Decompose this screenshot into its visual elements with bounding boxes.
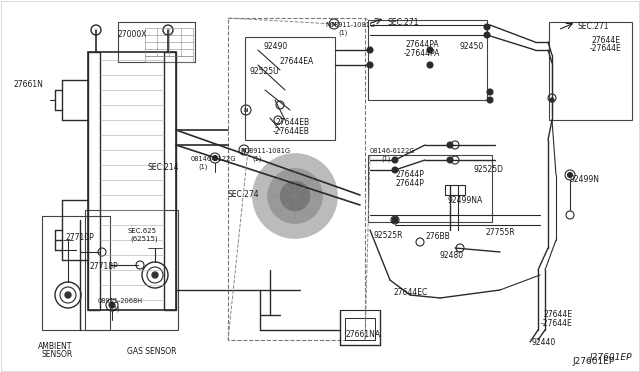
Circle shape bbox=[427, 62, 433, 68]
Text: 92499NA: 92499NA bbox=[447, 196, 483, 205]
Text: 27644EA: 27644EA bbox=[279, 57, 313, 66]
Circle shape bbox=[212, 155, 218, 160]
Text: 92480: 92480 bbox=[440, 251, 464, 260]
Circle shape bbox=[392, 157, 398, 163]
Text: -27644E: -27644E bbox=[541, 319, 573, 328]
Bar bbox=[88, 52, 176, 310]
Circle shape bbox=[152, 272, 158, 278]
Text: (1): (1) bbox=[198, 163, 207, 170]
Text: 276BB: 276BB bbox=[425, 232, 450, 241]
Bar bbox=[245, 37, 335, 140]
Circle shape bbox=[367, 62, 373, 68]
Text: 27644E: 27644E bbox=[592, 36, 621, 45]
Circle shape bbox=[484, 32, 490, 38]
Text: 27644PA: 27644PA bbox=[406, 40, 440, 49]
Text: N08911-1081G: N08911-1081G bbox=[240, 148, 290, 154]
Text: SEC.271: SEC.271 bbox=[578, 22, 609, 31]
Bar bbox=[549, 22, 632, 120]
Bar bbox=[445, 185, 465, 195]
Circle shape bbox=[568, 173, 573, 177]
Circle shape bbox=[550, 98, 554, 102]
Text: (2): (2) bbox=[110, 305, 120, 311]
Text: 27661N: 27661N bbox=[14, 80, 44, 89]
Circle shape bbox=[280, 181, 310, 211]
Text: 27644P: 27644P bbox=[396, 179, 425, 188]
Text: (1): (1) bbox=[381, 155, 390, 161]
Bar bbox=[118, 22, 195, 62]
Bar bbox=[88, 52, 100, 310]
Text: 92450: 92450 bbox=[460, 42, 484, 51]
Text: AMBIENT: AMBIENT bbox=[38, 342, 72, 351]
Circle shape bbox=[487, 97, 493, 103]
Text: -27644EB: -27644EB bbox=[273, 127, 310, 136]
Text: SEC.274: SEC.274 bbox=[228, 190, 260, 199]
Text: N08911-1081G: N08911-1081G bbox=[325, 22, 375, 28]
Bar bbox=[145, 56, 193, 62]
Text: SEC.271: SEC.271 bbox=[388, 18, 419, 27]
Text: J27601EP: J27601EP bbox=[572, 357, 614, 366]
Circle shape bbox=[447, 142, 453, 148]
Text: -27644PA: -27644PA bbox=[404, 49, 440, 58]
Text: GAS SENSOR: GAS SENSOR bbox=[127, 347, 177, 356]
Text: 27000X: 27000X bbox=[118, 30, 147, 39]
Circle shape bbox=[367, 47, 373, 53]
Circle shape bbox=[268, 169, 323, 223]
Text: J27601EP: J27601EP bbox=[589, 353, 632, 362]
Circle shape bbox=[484, 24, 490, 30]
Circle shape bbox=[253, 154, 337, 238]
Text: 08146-6122G: 08146-6122G bbox=[191, 156, 237, 162]
Circle shape bbox=[392, 167, 398, 173]
Bar bbox=[345, 318, 375, 340]
Text: 27644P: 27644P bbox=[396, 170, 425, 179]
Text: SEC.625: SEC.625 bbox=[128, 228, 157, 234]
Text: 92525R: 92525R bbox=[374, 231, 403, 240]
Bar bbox=[368, 155, 492, 222]
Text: (1): (1) bbox=[338, 29, 348, 35]
Text: N: N bbox=[244, 108, 248, 112]
Text: 27644E: 27644E bbox=[543, 310, 572, 319]
Bar bbox=[368, 20, 487, 100]
Bar bbox=[85, 210, 178, 330]
Text: N: N bbox=[242, 148, 246, 153]
Text: 27644EC: 27644EC bbox=[394, 288, 428, 297]
Circle shape bbox=[427, 47, 433, 53]
Bar bbox=[164, 52, 176, 310]
Circle shape bbox=[487, 89, 493, 95]
Text: (62515): (62515) bbox=[130, 236, 157, 243]
Text: 92525D: 92525D bbox=[474, 165, 504, 174]
Text: 92440: 92440 bbox=[532, 338, 556, 347]
Bar bbox=[228, 18, 365, 340]
Circle shape bbox=[392, 217, 398, 223]
Text: 27755R: 27755R bbox=[485, 228, 515, 237]
Text: 27644EB: 27644EB bbox=[275, 118, 309, 127]
Text: SENSOR: SENSOR bbox=[41, 350, 72, 359]
Text: 27710P: 27710P bbox=[65, 233, 93, 242]
Text: 27718P: 27718P bbox=[90, 262, 118, 271]
Text: 92525U: 92525U bbox=[249, 67, 278, 76]
Text: 08911-2068H: 08911-2068H bbox=[98, 298, 143, 304]
Circle shape bbox=[109, 302, 115, 308]
Text: (1): (1) bbox=[252, 155, 261, 161]
Text: 08146-6122G: 08146-6122G bbox=[370, 148, 415, 154]
Bar bbox=[42, 216, 110, 330]
Text: -27644E: -27644E bbox=[590, 44, 621, 53]
Text: SEC.214: SEC.214 bbox=[148, 163, 179, 172]
Circle shape bbox=[65, 292, 71, 298]
Text: 92490: 92490 bbox=[263, 42, 287, 51]
Text: N: N bbox=[332, 22, 336, 26]
Circle shape bbox=[447, 157, 453, 163]
Text: 27661NA: 27661NA bbox=[346, 330, 381, 339]
Text: 92499N: 92499N bbox=[570, 175, 600, 184]
